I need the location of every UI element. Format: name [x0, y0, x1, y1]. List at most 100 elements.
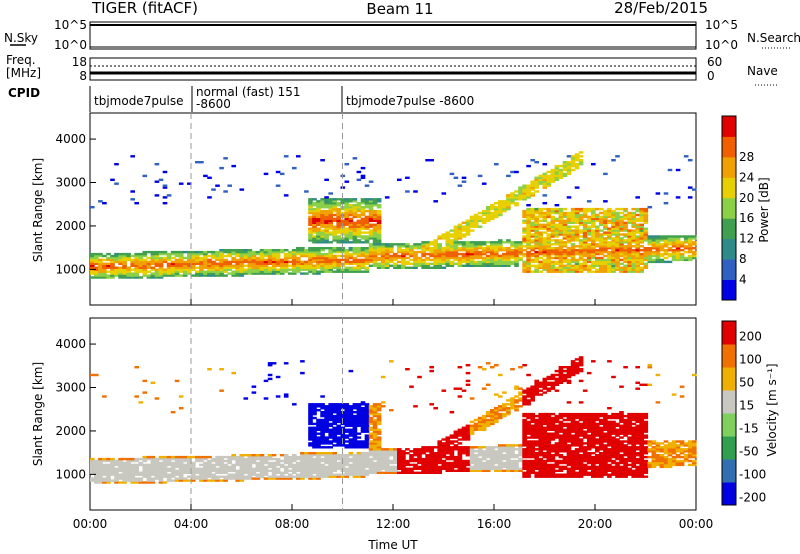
heatmap-cell — [461, 245, 467, 248]
heatmap-cell — [526, 424, 531, 427]
heatmap-cell — [603, 262, 608, 265]
heatmap-cell — [300, 360, 305, 363]
heatmap-cell — [449, 411, 455, 414]
heatmap-cell — [514, 260, 519, 264]
heatmap-cell — [498, 416, 503, 420]
heatmap-cell — [417, 258, 422, 262]
heatmap-cell — [275, 461, 281, 465]
heatmap-cell — [312, 452, 317, 455]
heatmap-cell — [441, 455, 447, 459]
heatmap-cell — [376, 245, 382, 248]
heatmap-cell — [591, 243, 596, 246]
heatmap-cell — [328, 200, 333, 203]
heatmap-cell — [158, 264, 164, 267]
heatmap-cell — [550, 247, 556, 250]
heatmap-cell — [481, 454, 487, 457]
heatmap-cell — [615, 268, 620, 271]
heatmap-cell — [364, 430, 370, 433]
heatmap-cell — [320, 266, 325, 269]
heatmap-cell — [663, 252, 669, 256]
heatmap-cell — [586, 268, 592, 271]
heatmap-cell — [267, 272, 273, 275]
heatmap-cell — [603, 237, 608, 240]
heatmap-cell — [651, 235, 657, 238]
heatmap-cell — [534, 245, 539, 248]
heatmap-cell — [360, 206, 366, 209]
heatmap-cell — [130, 258, 135, 262]
heatmap-cell — [603, 249, 608, 252]
heatmap-cell — [219, 455, 224, 459]
heatmap-cell — [599, 256, 604, 260]
heatmap-cell — [554, 241, 560, 244]
heatmap-cell — [534, 442, 539, 445]
heatmap-cell — [473, 217, 479, 221]
heatmap-cell — [372, 411, 378, 414]
freq-panel — [89, 57, 697, 81]
heatmap-cell — [421, 249, 426, 252]
heatmap-cell — [122, 457, 127, 461]
heatmap-cell — [522, 227, 527, 230]
heatmap-cell — [328, 471, 333, 474]
heatmap-cell — [182, 469, 188, 472]
heatmap-cell — [534, 426, 539, 429]
heatmap-cell — [360, 221, 366, 224]
heatmap-cell — [611, 217, 616, 221]
heatmap-cell — [574, 157, 580, 160]
colorbar-swatch — [722, 259, 736, 280]
heatmap-cell — [219, 475, 224, 478]
colorbar-tick-label: 12 — [739, 232, 754, 246]
heatmap-cell — [352, 442, 358, 445]
heatmap-cell — [251, 268, 257, 271]
heatmap-cell — [530, 424, 535, 427]
heatmap-cell — [348, 266, 354, 269]
heatmap-cell — [182, 260, 188, 264]
heatmap-cell — [364, 260, 370, 264]
heatmap-cell — [154, 194, 160, 197]
heatmap-cell — [615, 258, 620, 262]
heatmap-cell — [98, 463, 103, 467]
heatmap-cell — [554, 166, 560, 170]
heatmap-cell — [421, 457, 426, 461]
heatmap-cell — [530, 448, 535, 451]
heatmap-cell — [251, 264, 257, 267]
heatmap-cell — [502, 407, 507, 410]
heatmap-cell — [659, 239, 665, 242]
heatmap-cell — [429, 465, 434, 469]
heatmap-cell — [288, 254, 293, 258]
heatmap-cell — [562, 256, 568, 260]
heatmap-cell — [328, 260, 333, 264]
heatmap-cell — [490, 258, 495, 262]
heatmap-cell — [603, 219, 608, 222]
heatmap-cell — [170, 461, 176, 465]
heatmap-cell — [312, 434, 317, 437]
heatmap-cell — [538, 247, 543, 250]
heatmap-cell — [263, 397, 269, 400]
heatmap-cell — [372, 440, 378, 443]
heatmap-cell — [534, 420, 539, 424]
heatmap-cell — [586, 252, 592, 256]
heatmap-cell — [554, 239, 560, 242]
heatmap-cell — [510, 467, 515, 470]
heatmap-cell — [122, 467, 127, 470]
heatmap-cell — [389, 452, 394, 455]
heatmap-cell — [283, 454, 289, 457]
heatmap-cell — [348, 459, 354, 463]
heatmap-cell — [267, 249, 273, 252]
heatmap-cell — [522, 270, 527, 273]
heatmap-cell — [554, 176, 560, 179]
heatmap-cell — [574, 215, 580, 219]
heatmap-cell — [570, 161, 576, 164]
heatmap-cell — [417, 260, 422, 264]
heatmap-cell — [308, 217, 313, 221]
heatmap-cell — [344, 475, 350, 478]
heatmap-cell — [481, 260, 487, 264]
heatmap-cell — [207, 471, 212, 474]
heatmap-cell — [425, 454, 430, 457]
heatmap-cell — [692, 235, 697, 238]
heatmap-cell — [667, 249, 673, 252]
heatmap-cell — [526, 426, 531, 429]
heatmap-cell — [461, 260, 467, 264]
heatmap-cell — [312, 465, 317, 469]
heatmap-cell — [477, 465, 483, 469]
heatmap-cell — [498, 455, 503, 459]
